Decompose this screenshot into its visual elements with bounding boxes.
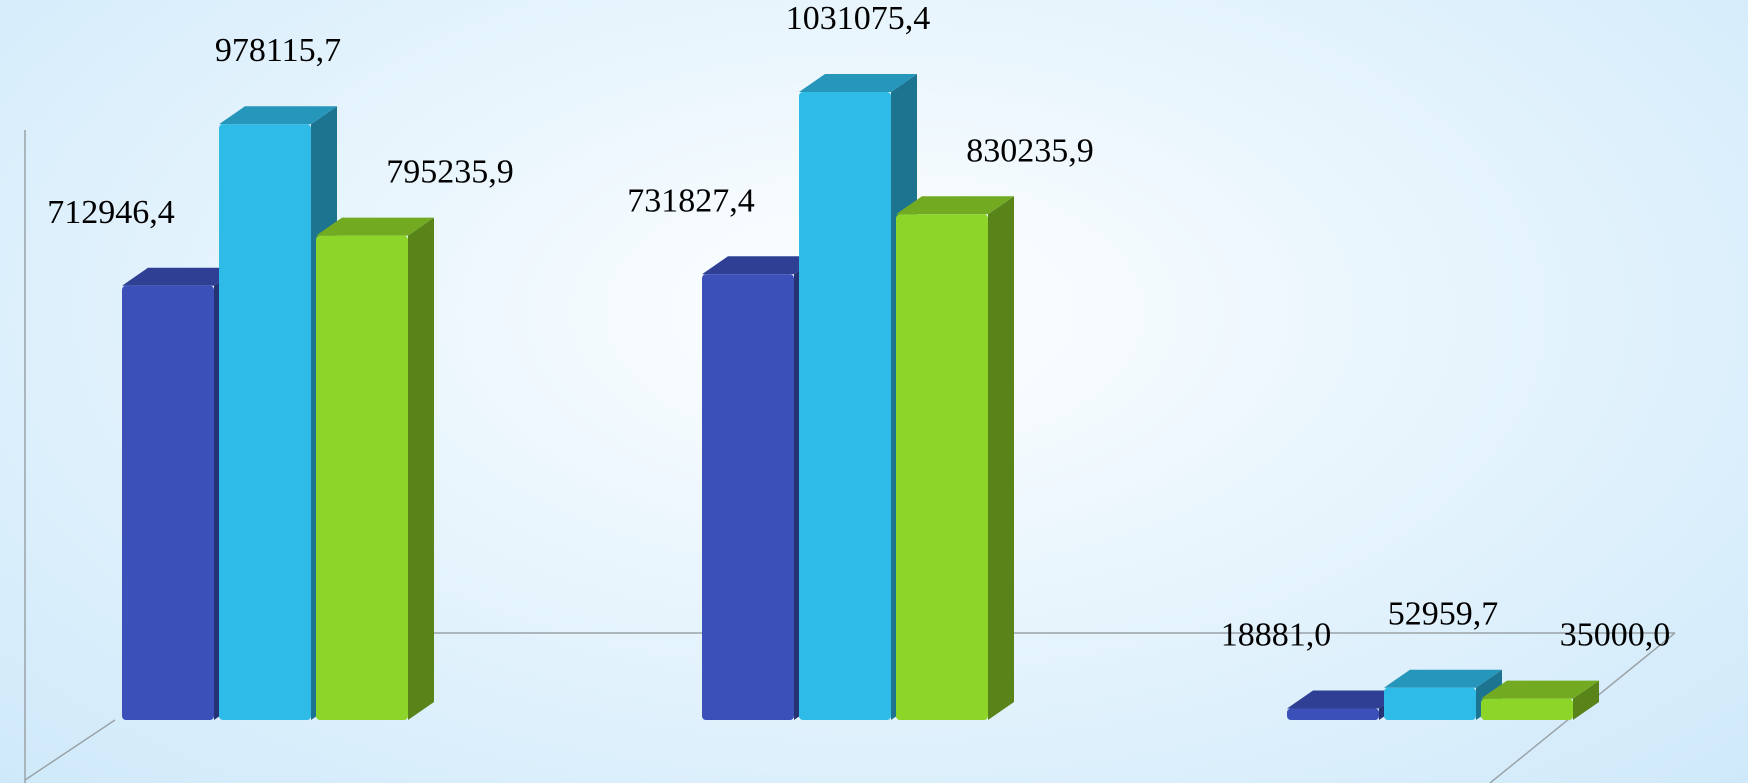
frame (24, 130, 1676, 783)
bar-front (122, 285, 214, 720)
data-label: 830235,9 (966, 132, 1094, 169)
data-label: 712946,4 (47, 194, 175, 231)
bar-top (1384, 669, 1502, 688)
bar (1481, 680, 1599, 720)
bar-front (1481, 698, 1573, 720)
bar-top (1287, 690, 1405, 709)
data-label: 35000,0 (1560, 617, 1671, 654)
bar-side (988, 196, 1014, 721)
bar-front (799, 91, 891, 721)
bar-top (316, 217, 434, 236)
bar-front (1287, 708, 1379, 720)
bar-top (896, 196, 1014, 215)
bar-top (219, 106, 337, 125)
bar-front (219, 124, 311, 720)
bar (1384, 669, 1502, 720)
bar-front (896, 214, 988, 721)
data-label: 978115,7 (215, 32, 341, 69)
bar-front (316, 235, 408, 721)
bar-top (799, 73, 917, 92)
bar-top (1481, 680, 1599, 699)
bar (896, 196, 1014, 721)
bar-top (122, 267, 240, 286)
data-label: 731827,4 (627, 182, 755, 219)
bar (316, 217, 434, 721)
bar-top (702, 256, 820, 275)
data-label: 18881,0 (1221, 616, 1332, 653)
data-label: 1031075,4 (786, 0, 931, 37)
bar-front (1384, 687, 1476, 720)
data-label: 795235,9 (386, 154, 514, 191)
data-label: 52959,7 (1388, 596, 1499, 633)
bar-side (1573, 680, 1599, 720)
floor-edge (24, 719, 116, 781)
bar-side (408, 217, 434, 721)
bar-front (702, 274, 794, 720)
